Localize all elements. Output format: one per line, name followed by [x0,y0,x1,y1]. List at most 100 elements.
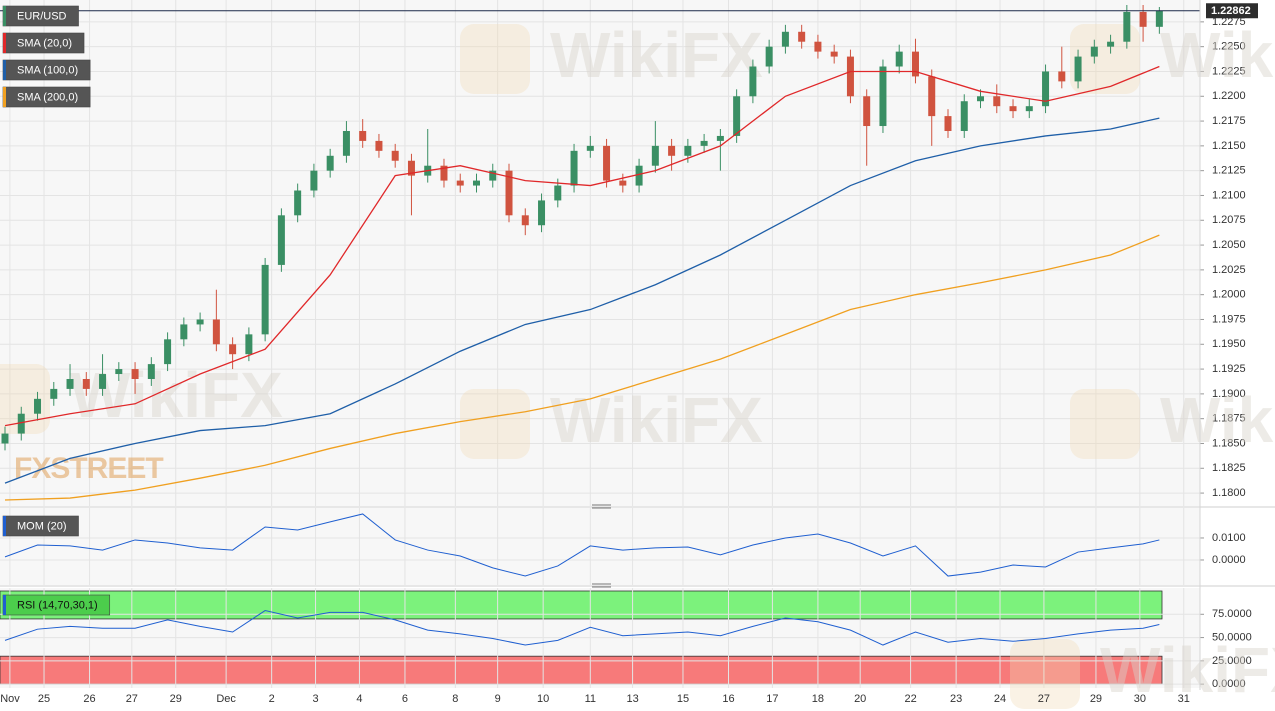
legend-swatch [3,87,6,107]
x-tick-label: 31 [1178,693,1190,705]
source-logo: FXSTREET [14,452,163,485]
y-tick-label: 1.1925 [1212,363,1246,375]
candle-body [570,150,578,186]
x-tick-label: 20 [854,693,866,705]
y-tick-label: 1.1975 [1212,313,1246,325]
x-tick-label: 16 [722,693,734,705]
candle-body [993,96,1001,107]
legend-swatch [3,595,6,615]
legend-entry: EUR/USD [2,5,79,27]
candle-body [489,170,497,181]
watermark-logo [460,24,530,94]
candle-body [651,145,659,166]
candle-body [472,180,480,186]
candle-body [180,324,188,340]
candle-body [310,170,318,191]
candle-body [635,165,643,186]
y-tick-label: 1.2000 [1212,289,1246,301]
candle-body [879,66,887,127]
x-tick-label: 27 [1038,693,1050,705]
y-tick-label: 1.2250 [1212,41,1246,53]
candle-body [326,155,334,171]
candle-body [846,56,854,97]
x-tick-label: 2 [269,693,275,705]
y-tick-label: 1.1950 [1212,338,1246,350]
candle-body [977,96,985,102]
x-tick-label: 18 [812,693,824,705]
candle-body [716,135,724,141]
candle-body [895,51,903,67]
x-tick-label: 6 [402,693,408,705]
x-tick-label: 8 [452,693,458,705]
candle-body [781,31,789,47]
candle-body [928,76,936,117]
y-tick-label: 1.2025 [1212,264,1246,276]
legend-label: SMA (20,0) [17,37,72,49]
candle-body [17,413,25,434]
candle-body [359,130,367,141]
watermark-logo [1070,389,1140,459]
candle-body [749,66,757,97]
y-tick-label: 50.0000 [1212,631,1252,643]
candle-body [944,116,952,131]
legend-label: SMA (200,0) [17,91,78,103]
x-tick-label: 24 [994,693,1006,705]
legend-entry: MOM (20) [2,515,79,537]
x-tick-label: 23 [950,693,962,705]
x-tick-label: 13 [626,693,638,705]
watermark: WikiFX [550,384,763,456]
candle-body [684,145,692,156]
watermark-logo [0,364,50,434]
candle-body [798,31,806,42]
y-tick-label: 1.2150 [1212,140,1246,152]
last-price-label: 1.22862 [1211,5,1251,17]
candle-body [521,215,529,226]
y-tick-label: 1.2125 [1212,165,1246,177]
x-tick-label: 11 [585,693,596,705]
candle-body [1090,46,1098,57]
candle-body [505,170,513,216]
legend-entry: SMA (200,0) [2,86,91,108]
watermark: WikiFX [550,19,763,91]
legend-label: MOM (20) [17,520,67,532]
candle-body [668,145,676,156]
legend-swatch [3,60,6,80]
candle-body [115,369,123,375]
x-tick-label: 25 [38,693,50,705]
candle-body [131,369,139,379]
y-tick-label: 1.2175 [1212,115,1246,127]
watermark: WikiFX [1160,384,1275,456]
candle-body [261,264,269,335]
legend-label: EUR/USD [17,10,67,22]
candle-body [1042,71,1050,107]
y-tick-label: 1.1825 [1212,462,1246,474]
y-tick-label: 0.0000 [1212,554,1246,566]
x-tick-label: 22 [904,693,916,705]
candle-body [82,378,90,389]
y-tick-label: 1.2050 [1212,239,1246,251]
candle-body [66,378,74,389]
candle-body [538,200,546,226]
y-tick-label: 1.2225 [1212,65,1246,77]
y-tick-label: 1.1875 [1212,413,1246,425]
watermark: WikiFX [1100,634,1275,706]
series-line [4,610,1160,646]
candle-body [164,339,172,365]
panel-separators [0,0,1275,690]
candle-body [34,398,42,414]
x-tick-label: 26 [83,693,95,705]
y-tick-label: 75.0000 [1212,608,1252,620]
watermark: WikiFX [70,359,283,431]
x-tick-label: 17 [766,693,778,705]
candle-body [212,319,220,345]
legend-swatch [3,33,6,53]
candle-body [1107,41,1115,47]
watermark: WikiFX [1160,19,1275,91]
candle-body [1009,106,1017,112]
series-line [4,234,1160,501]
x-tick-label: 3 [312,693,318,705]
candle-body [229,344,237,355]
x-tick-label: 27 [126,693,138,705]
candle-body [603,145,611,181]
x-tick-label: 29 [170,693,182,705]
